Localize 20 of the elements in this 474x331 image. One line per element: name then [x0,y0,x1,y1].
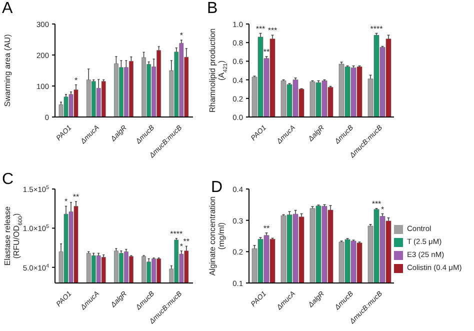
annotation: * [74,76,78,85]
chart-title: D [211,179,223,197]
chart-title: A [2,0,13,18]
annotation: *** [268,26,278,36]
annotation: **** [170,229,183,238]
y-axis-title: Swarming area (AU) [3,34,12,107]
annotation: ** [183,237,190,246]
chart-title: C [2,171,14,189]
chart-title: B [207,0,218,18]
annotation: ** [263,48,270,57]
annotation: * [380,204,384,214]
annotation: **** [370,24,383,34]
annotation: * [64,197,68,206]
annotation: ** [263,224,270,233]
annotation: * [180,242,183,251]
annotation: * [180,31,183,40]
y-axis-title: Alginate concentration (mg/ml) [208,196,226,276]
annotation: *** [372,199,382,208]
annotation: ** [72,192,80,202]
annotation: *** [256,24,266,34]
